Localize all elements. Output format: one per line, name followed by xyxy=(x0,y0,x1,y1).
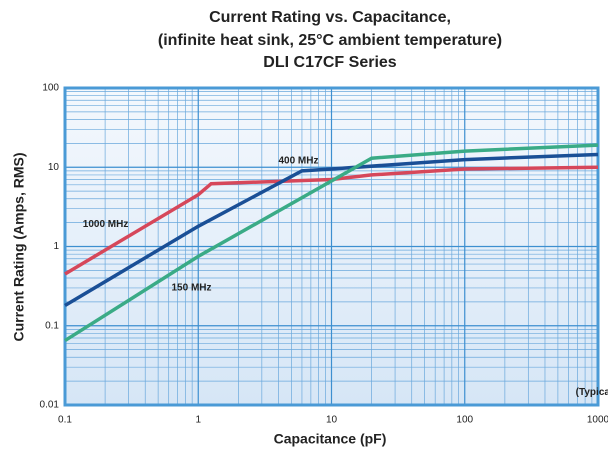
line-series xyxy=(64,152,599,308)
x-tick-label: 1 xyxy=(195,415,201,426)
y-tick-label: 1 xyxy=(53,241,59,252)
x-tick-label: 1000 xyxy=(587,415,608,426)
plot-border xyxy=(63,86,600,407)
y-tick-label: 0.01 xyxy=(40,400,60,411)
annotation: (Typical) xyxy=(576,387,608,398)
annotation: 1000 MHz xyxy=(83,219,129,230)
annotation: 400 MHz xyxy=(278,156,318,167)
line-series xyxy=(64,143,599,343)
x-tick-label: 100 xyxy=(456,415,473,426)
x-tick-label: 10 xyxy=(326,415,338,426)
x-tick-label: 0.1 xyxy=(58,415,72,426)
y-tick-label: 0.1 xyxy=(45,320,59,331)
x-axis-label: Capacitance (pF) xyxy=(274,431,387,447)
y-tick-label: 10 xyxy=(48,162,60,173)
annotation: 150 MHz xyxy=(172,283,212,294)
y-tick-label: 100 xyxy=(42,83,59,94)
chart-title: DLI C17CF Series xyxy=(263,54,396,71)
chart-title: Current Rating vs. Capacitance, xyxy=(209,9,451,26)
y-axis-label: Current Rating (Amps, RMS) xyxy=(11,153,27,342)
chart-title: (infinite heat sink, 25°C ambient temper… xyxy=(158,32,502,49)
